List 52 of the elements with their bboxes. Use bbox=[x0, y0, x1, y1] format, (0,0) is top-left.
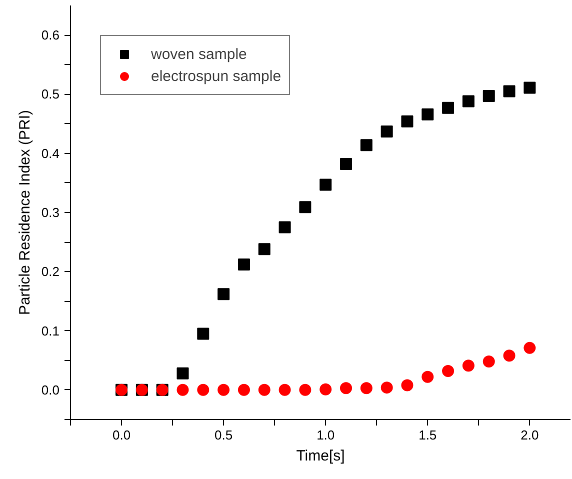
y-tick-label: 0.5 bbox=[41, 86, 60, 102]
point bbox=[524, 342, 536, 354]
point bbox=[320, 178, 332, 191]
point bbox=[503, 350, 516, 362]
point bbox=[320, 383, 332, 396]
x-tick-label: 1.0 bbox=[316, 428, 335, 442]
x-tick-label: 0.0 bbox=[112, 428, 131, 442]
y-tick-label: 0.0 bbox=[41, 382, 60, 398]
x-tick-label: 0.5 bbox=[214, 428, 233, 442]
y-tick-label: 0.6 bbox=[41, 28, 60, 43]
point bbox=[462, 95, 474, 108]
point bbox=[360, 139, 372, 152]
point bbox=[422, 108, 434, 120]
point bbox=[258, 243, 270, 256]
point bbox=[176, 367, 189, 380]
point bbox=[360, 382, 372, 394]
point bbox=[380, 382, 393, 394]
point bbox=[524, 82, 536, 94]
point bbox=[218, 288, 230, 300]
y-tick-label: 0.3 bbox=[41, 205, 60, 220]
point bbox=[380, 125, 393, 138]
point bbox=[482, 90, 495, 102]
point bbox=[238, 258, 250, 271]
x-tick-label: 1.5 bbox=[418, 428, 437, 442]
point bbox=[278, 384, 291, 396]
point bbox=[340, 382, 352, 394]
point bbox=[482, 356, 495, 368]
point bbox=[238, 384, 250, 396]
point bbox=[176, 384, 189, 396]
point bbox=[401, 379, 414, 392]
x-axis-title: Time[s] bbox=[296, 448, 345, 464]
point bbox=[197, 384, 210, 396]
point bbox=[401, 115, 414, 128]
x-tick-label: 2.0 bbox=[520, 428, 539, 442]
y-tick-label: 0.2 bbox=[41, 264, 60, 280]
point bbox=[442, 102, 454, 114]
point bbox=[442, 365, 454, 377]
point bbox=[258, 384, 270, 396]
legend-label: woven sample bbox=[151, 46, 247, 62]
point bbox=[422, 370, 434, 383]
point bbox=[462, 360, 474, 372]
point bbox=[299, 201, 312, 214]
point bbox=[218, 384, 230, 396]
y-tick-label: 0.1 bbox=[41, 323, 60, 338]
point bbox=[278, 221, 291, 234]
point bbox=[340, 158, 352, 170]
legend-label: electrospun sample bbox=[151, 68, 282, 84]
point bbox=[503, 85, 516, 98]
point bbox=[299, 384, 312, 396]
y-tick-label: 0.4 bbox=[41, 146, 60, 161]
y-axis-title: Particle Residence Index (PRI) bbox=[16, 110, 34, 316]
point bbox=[197, 328, 210, 340]
